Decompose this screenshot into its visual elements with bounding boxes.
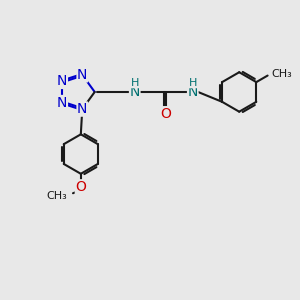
Text: CH₃: CH₃ (271, 69, 292, 79)
Text: H: H (130, 78, 139, 88)
Text: O: O (75, 180, 86, 194)
Text: N: N (77, 102, 88, 116)
Text: O: O (160, 107, 171, 121)
Text: N: N (188, 85, 198, 99)
Text: N: N (77, 68, 88, 82)
Text: N: N (57, 95, 67, 110)
Text: CH₃: CH₃ (46, 191, 67, 201)
Text: N: N (130, 85, 140, 99)
Text: N: N (57, 74, 67, 88)
Text: H: H (189, 78, 197, 88)
